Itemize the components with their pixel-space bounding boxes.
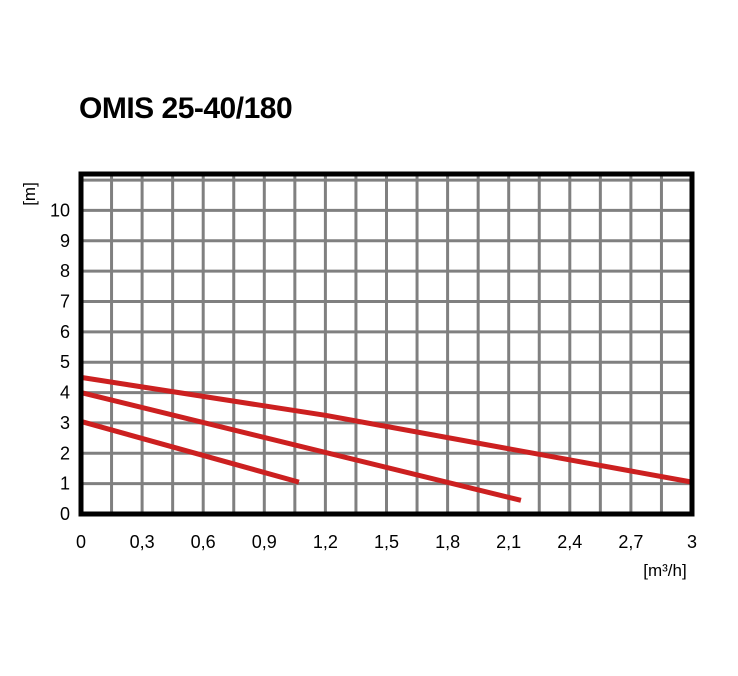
grid: [81, 174, 692, 514]
x-tick-labels: 0 0,3 0,6 0,9 1,2 1,5 1,8 2,1 2,4 2,7 3: [76, 532, 697, 552]
series-line-2: [80, 390, 522, 503]
y-tick-label: 0: [60, 504, 70, 524]
y-tick-label: 10: [50, 200, 70, 220]
y-axis-label: [m]: [20, 182, 39, 206]
x-tick-label: 0: [76, 532, 86, 552]
x-tick-label: 2,7: [618, 532, 643, 552]
x-tick-label: 1,8: [435, 532, 460, 552]
y-tick-label: 5: [60, 352, 70, 372]
y-tick-label: 2: [60, 443, 70, 463]
series-lines: [80, 374, 693, 503]
y-tick-label: 9: [60, 231, 70, 251]
y-tick-label: 3: [60, 413, 70, 433]
x-tick-label: 3: [687, 532, 697, 552]
x-tick-label: 0,3: [130, 532, 155, 552]
x-tick-label: 1,2: [313, 532, 338, 552]
y-tick-labels: 0 1 2 3 4 5 6 7 8 9 10: [50, 200, 70, 524]
x-tick-label: 0,9: [252, 532, 277, 552]
x-tick-label: 2,4: [557, 532, 582, 552]
y-tick-label: 6: [60, 322, 70, 342]
chart-title: OMIS 25-40/180: [79, 92, 293, 125]
x-tick-label: 1,5: [374, 532, 399, 552]
y-tick-label: 8: [60, 261, 70, 281]
x-tick-label: 2,1: [496, 532, 521, 552]
series-line-3: [80, 374, 693, 485]
x-axis-label: [m³/h]: [643, 561, 686, 580]
series-line-1: [80, 419, 300, 485]
y-tick-label: 7: [60, 292, 70, 312]
x-tick-label: 0,6: [191, 532, 216, 552]
plot-frame: [78, 171, 695, 517]
y-tick-label: 1: [60, 474, 70, 494]
y-tick-label: 4: [60, 383, 70, 403]
